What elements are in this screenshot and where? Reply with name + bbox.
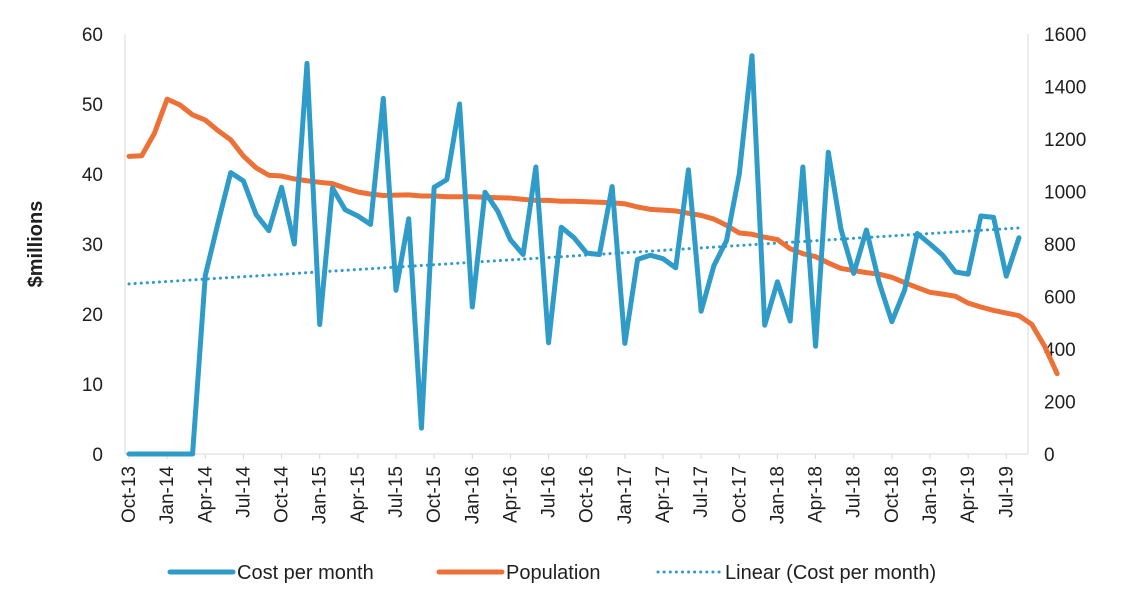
- left-y-tick-label: 20: [82, 305, 103, 326]
- right-y-tick-label: 400: [1044, 340, 1076, 361]
- x-tick-label: Apr-14: [195, 466, 216, 523]
- x-tick-label: Jan-16: [462, 466, 483, 524]
- x-tick-label: Oct-17: [729, 466, 750, 523]
- left-y-tick-label: 10: [82, 375, 103, 396]
- x-tick-label: Jul-17: [691, 466, 712, 518]
- x-tick-label: Apr-17: [653, 466, 674, 523]
- x-tick-label: Oct-13: [119, 466, 140, 523]
- right-y-tick-label: 1200: [1044, 130, 1086, 151]
- x-axis-ticks: Oct-13 Jan-14 Apr-14 Jul-14 Oct-14 Jan-15 Apr-…: [119, 454, 1017, 524]
- x-tick-label: Jan-18: [767, 466, 788, 524]
- left-y-tick-label: 40: [82, 165, 103, 186]
- y-axis-label: $millions: [25, 201, 47, 288]
- right-y-tick-label: 1400: [1044, 78, 1086, 99]
- x-tick-label: Jul-15: [386, 466, 407, 518]
- x-tick-label: Oct-18: [882, 466, 903, 523]
- x-tick-label: Oct-14: [272, 466, 293, 523]
- x-tick-label: Jan-15: [310, 466, 331, 524]
- legend-label-population: Population: [506, 562, 601, 584]
- x-tick-label: Jul-18: [844, 466, 865, 518]
- x-tick-label: Jan-19: [920, 466, 941, 524]
- x-tick-label: Oct-16: [577, 466, 598, 523]
- x-tick-label: Jan-17: [615, 466, 636, 524]
- left-axis-ticks: 0 10 20 30 40 50 60: [82, 25, 103, 466]
- x-tick-label: Apr-18: [806, 466, 827, 523]
- right-y-tick-label: 0: [1044, 445, 1055, 466]
- legend: Cost per month Population Linear (Cost p…: [167, 562, 936, 584]
- right-y-tick-label: 200: [1044, 393, 1076, 414]
- right-y-tick-label: 1000: [1044, 183, 1086, 204]
- x-tick-label: Jul-14: [233, 466, 254, 518]
- x-tick-label: Jul-16: [539, 466, 560, 518]
- legend-label-cost-per-month: Cost per month: [237, 562, 374, 584]
- x-tick-label: Jan-14: [157, 466, 178, 525]
- x-tick-label: Jul-19: [996, 466, 1017, 518]
- x-tick-label: Oct-15: [424, 466, 445, 523]
- left-y-tick-label: 0: [92, 445, 103, 466]
- series-line-cost-per-month: [126, 53, 1022, 457]
- series-line-population: [126, 96, 1060, 377]
- x-tick-label: Apr-19: [958, 466, 979, 523]
- left-y-tick-label: 30: [82, 235, 103, 256]
- left-y-tick-label: 60: [82, 25, 103, 46]
- right-y-tick-label: 1600: [1044, 25, 1086, 46]
- right-y-tick-label: 800: [1044, 235, 1076, 256]
- legend-label-linear-cost-per-month: Linear (Cost per month): [725, 562, 936, 584]
- right-y-tick-label: 600: [1044, 288, 1076, 309]
- right-axis-ticks: 0 200 400 600 800 1000 1200 1400 1600: [1044, 25, 1086, 466]
- left-y-tick-label: 50: [82, 95, 103, 116]
- x-tick-label: Apr-15: [348, 466, 369, 523]
- x-tick-label: Apr-16: [500, 466, 521, 523]
